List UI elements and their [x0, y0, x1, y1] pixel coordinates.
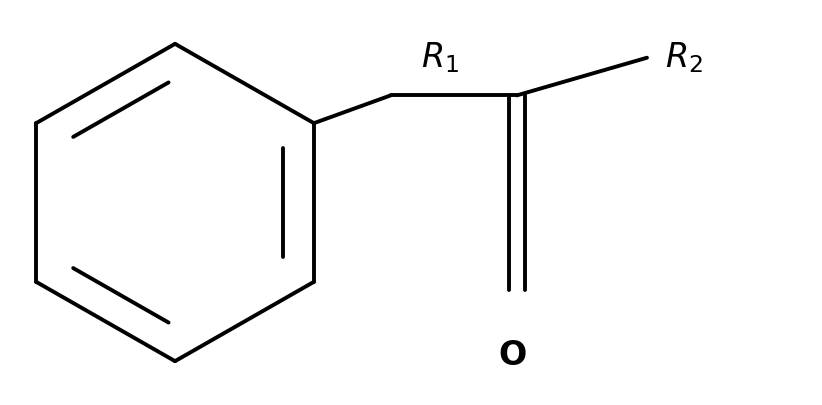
Text: $R_1$: $R_1$	[421, 40, 459, 75]
Text: $R_2$: $R_2$	[665, 40, 703, 75]
Text: O: O	[499, 339, 527, 372]
